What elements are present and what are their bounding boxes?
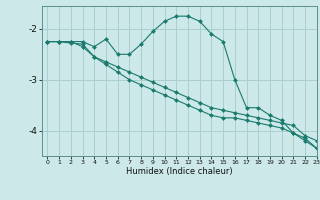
X-axis label: Humidex (Indice chaleur): Humidex (Indice chaleur): [126, 167, 233, 176]
